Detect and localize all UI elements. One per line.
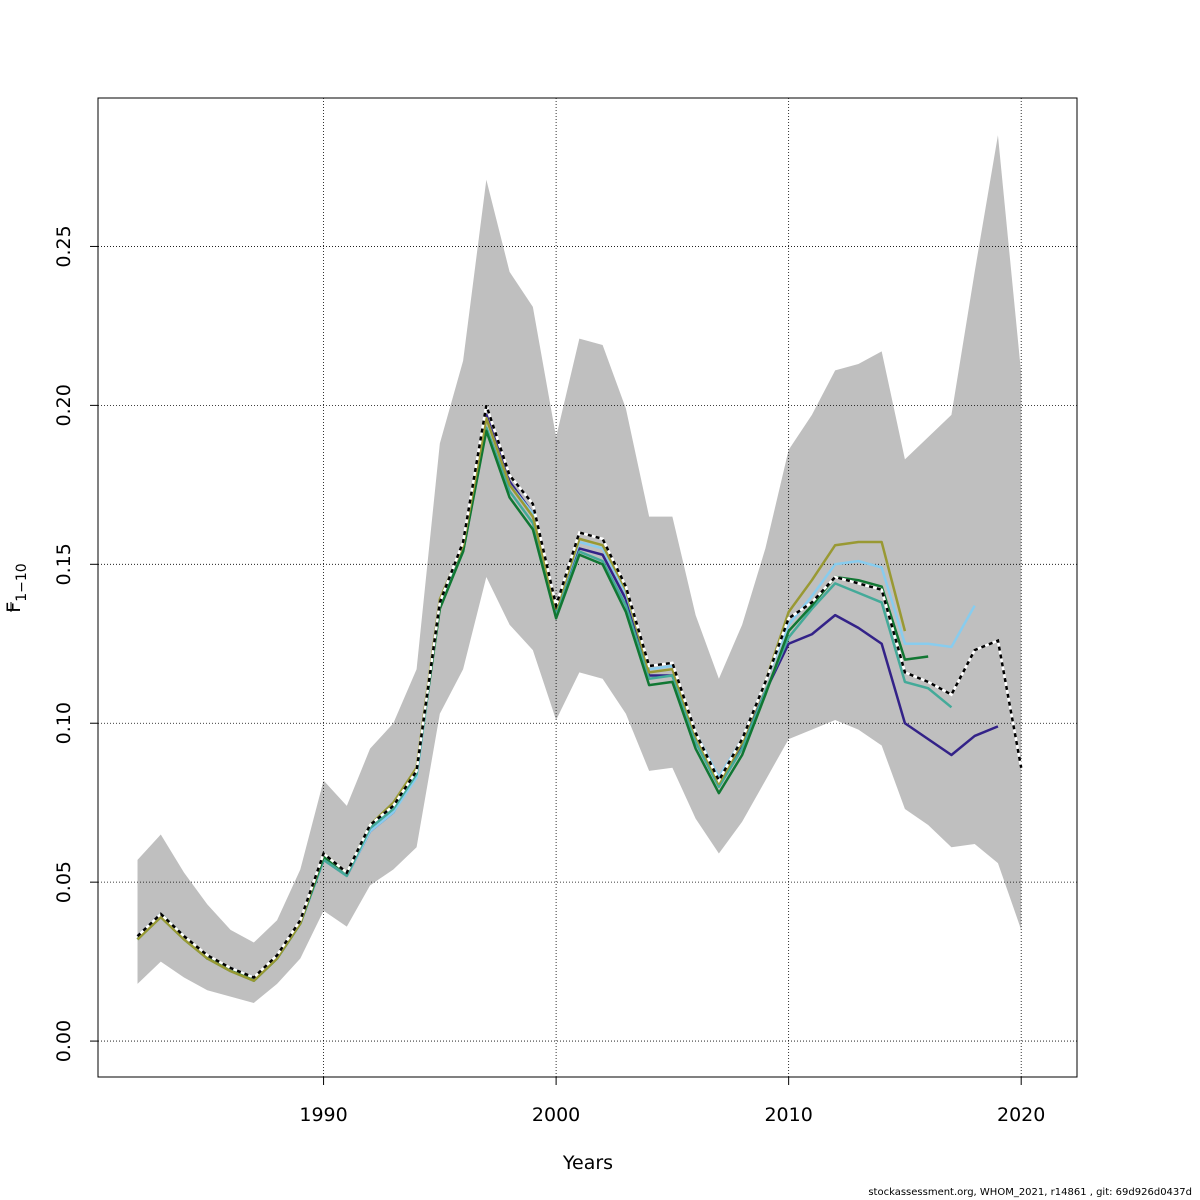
confidence-band-layer xyxy=(137,135,1022,1003)
x-tick-label: 2000 xyxy=(532,1104,580,1126)
y-tick-label: 0.15 xyxy=(53,543,75,585)
y-tick-label: 0.05 xyxy=(53,861,75,903)
svg-text:F1−10: F1−10 xyxy=(3,563,30,612)
x-tick-label: 1990 xyxy=(299,1104,347,1126)
axis-layer: 1990 2000 2010 2020 0.00 0.05 0.10 0.15 0.20 0.25 xyxy=(53,225,1045,1126)
x-tick-label: 2020 xyxy=(997,1104,1045,1126)
confidence-band xyxy=(137,135,1022,1003)
footer-credit: stockassessment.org, WHOM_2021, r14861 ,… xyxy=(868,1187,1192,1198)
grid-layer xyxy=(98,98,1077,1077)
series-line-dashed xyxy=(136,404,1023,979)
y-axis-title-subscript: 1−10 xyxy=(14,563,30,601)
series-layer xyxy=(136,404,1023,982)
y-tick-label: 0.00 xyxy=(53,1020,75,1062)
y-axis-title-main: F xyxy=(3,602,25,613)
x-axis-title: Years xyxy=(562,1152,613,1174)
x-tick-label: 2010 xyxy=(764,1104,812,1126)
y-tick-label: 0.20 xyxy=(53,384,75,426)
plot-frame xyxy=(97,97,1078,1078)
y-axis-title: F1−10 xyxy=(3,563,30,612)
y-tick-label: 0.10 xyxy=(53,702,75,744)
y-tick-label: 0.25 xyxy=(53,225,75,267)
